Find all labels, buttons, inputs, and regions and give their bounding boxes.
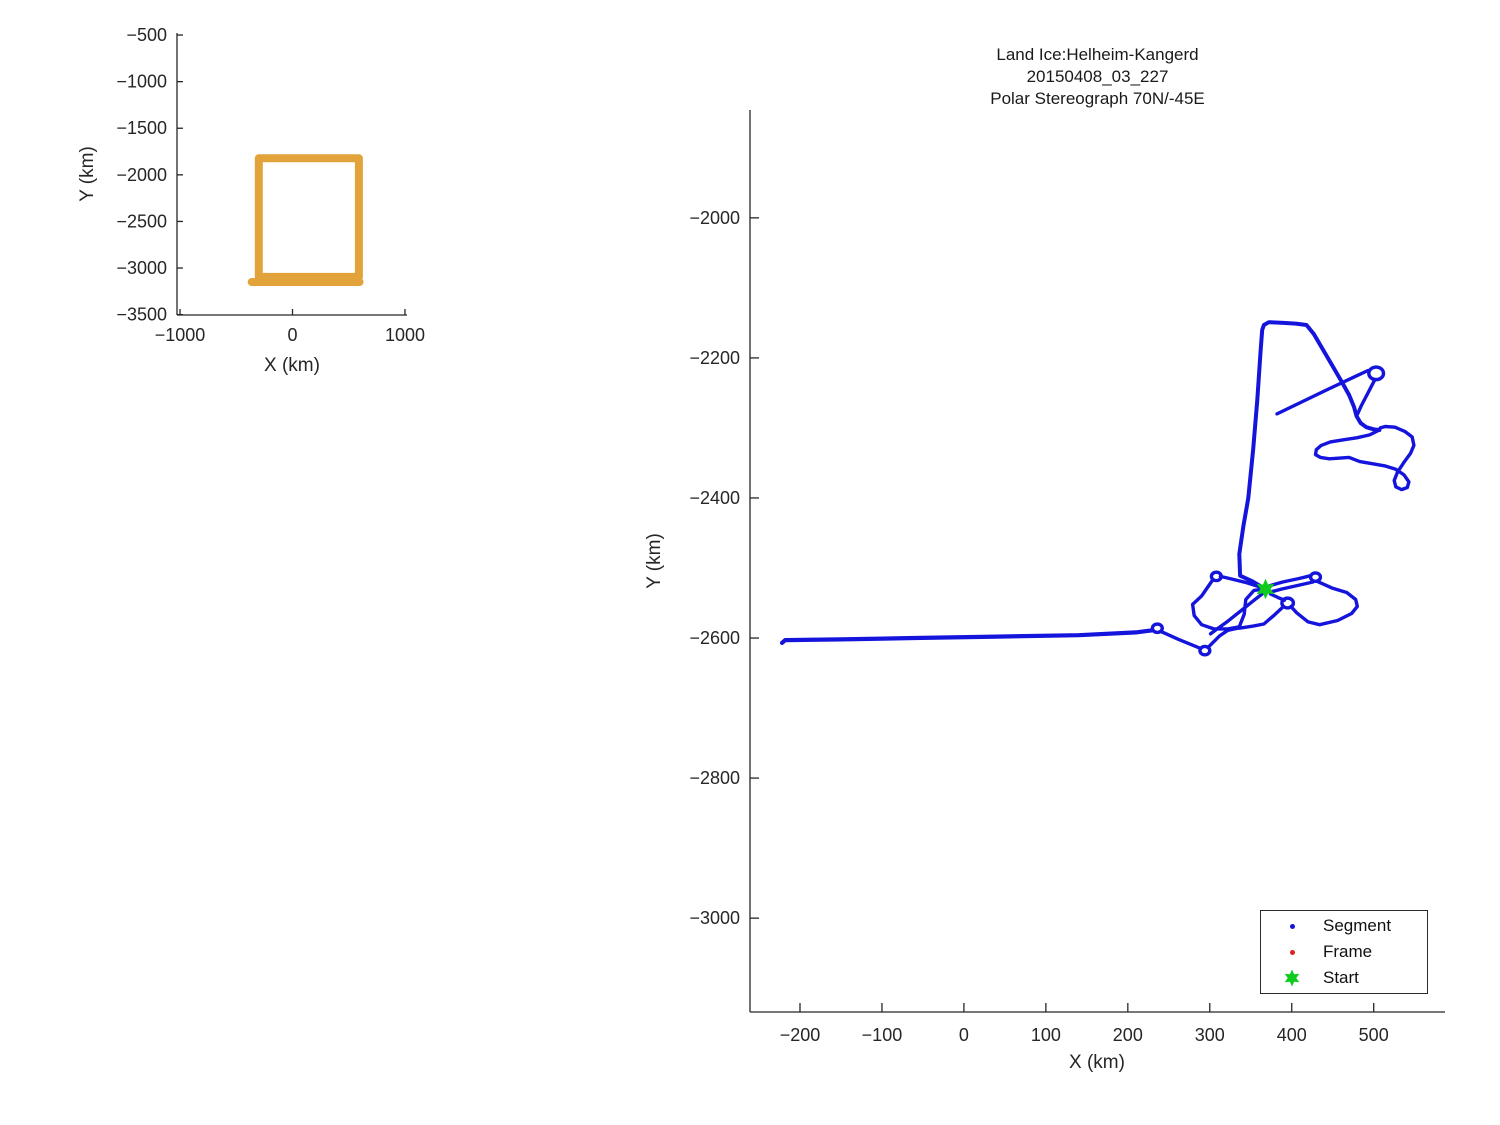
legend-label-start: Start [1323, 968, 1359, 987]
legend-label-frame: Frame [1323, 942, 1373, 961]
svg-text:−2800: −2800 [689, 768, 740, 788]
svg-text:−2000: −2000 [116, 165, 167, 185]
svg-text:100: 100 [1031, 1025, 1061, 1045]
title-line-3: Polar Stereograph 70N/-45E [990, 89, 1205, 108]
svg-text:−2400: −2400 [689, 488, 740, 508]
start-marker-icon [1284, 969, 1300, 987]
svg-text:−100: −100 [862, 1025, 903, 1045]
legend-label-segment: Segment [1323, 916, 1392, 935]
title-line-1: Land Ice:Helheim-Kangerd [996, 45, 1199, 64]
svg-text:−2000: −2000 [689, 208, 740, 228]
svg-text:0: 0 [959, 1025, 969, 1045]
svg-text:300: 300 [1195, 1025, 1225, 1045]
svg-text:−200: −200 [780, 1025, 821, 1045]
main-x-axis-label: X (km) [1069, 1052, 1125, 1073]
svg-text:400: 400 [1277, 1025, 1307, 1045]
main-y-axis-label: Y (km) [644, 533, 665, 589]
overview-x-axis-label: X (km) [264, 355, 320, 376]
legend-item-segment: Segment [1261, 914, 1427, 939]
svg-text:−2600: −2600 [689, 628, 740, 648]
svg-text:−1000: −1000 [155, 325, 206, 345]
svg-text:200: 200 [1113, 1025, 1143, 1045]
title-line-2: 20150408_03_227 [1026, 67, 1169, 86]
svg-text:−3500: −3500 [116, 305, 167, 325]
overview-y-axis-label: Y (km) [77, 146, 98, 202]
svg-text:−1500: −1500 [116, 118, 167, 138]
svg-text:−1000: −1000 [116, 72, 167, 92]
svg-text:1000: 1000 [385, 325, 425, 345]
svg-text:−2200: −2200 [689, 348, 740, 368]
svg-text:0: 0 [287, 325, 297, 345]
legend: Segment Frame Start [1260, 910, 1428, 994]
svg-text:−500: −500 [126, 25, 167, 45]
svg-text:500: 500 [1359, 1025, 1389, 1045]
frame-marker-icon [1289, 949, 1295, 955]
svg-text:−2500: −2500 [116, 211, 167, 231]
legend-item-start: Start [1261, 966, 1427, 991]
svg-text:−3000: −3000 [689, 908, 740, 928]
svg-text:−3000: −3000 [116, 258, 167, 278]
plot-title: Land Ice:Helheim-Kangerd 20150408_03_227… [750, 44, 1445, 110]
legend-item-frame: Frame [1261, 940, 1427, 965]
segment-marker-icon [1289, 923, 1295, 929]
